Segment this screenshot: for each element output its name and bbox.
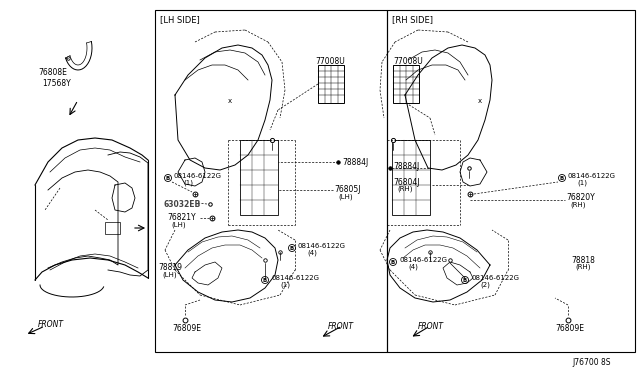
Text: 76809E: 76809E: [555, 324, 584, 333]
Text: B: B: [290, 246, 294, 250]
Text: B: B: [263, 278, 267, 282]
Text: 08146-6122G: 08146-6122G: [271, 275, 319, 281]
Text: 78884J: 78884J: [393, 162, 419, 171]
Bar: [105, 222, 120, 234]
Bar: [240, 140, 278, 215]
Text: FRONT: FRONT: [418, 322, 444, 331]
Text: 76820Y: 76820Y: [566, 193, 595, 202]
Text: (LH): (LH): [162, 271, 177, 278]
Text: 78884J: 78884J: [342, 158, 368, 167]
Bar: [387, 10, 635, 352]
Text: B: B: [560, 176, 564, 180]
Text: (4): (4): [307, 250, 317, 257]
Text: (4): (4): [408, 264, 418, 270]
Text: 76809E: 76809E: [172, 324, 201, 333]
Bar: [392, 140, 430, 215]
Text: (RH): (RH): [397, 186, 413, 192]
Text: 76808E: 76808E: [38, 68, 67, 77]
Text: 76821Y: 76821Y: [167, 213, 196, 222]
Bar: [155, 10, 387, 352]
Text: B: B: [391, 260, 395, 264]
Bar: [318, 65, 344, 103]
Text: 76804J: 76804J: [393, 178, 419, 187]
Text: x: x: [478, 98, 482, 104]
Text: (LH): (LH): [338, 193, 353, 199]
Text: 77008U: 77008U: [315, 57, 345, 66]
Text: (RH): (RH): [570, 201, 586, 208]
Text: x: x: [228, 98, 232, 104]
Text: 17568Y: 17568Y: [42, 79, 71, 88]
Text: [LH SIDE]: [LH SIDE]: [160, 15, 200, 24]
Text: (RH): (RH): [575, 264, 591, 270]
Text: 08146-6122G: 08146-6122G: [471, 275, 519, 281]
Text: 08146-6122G: 08146-6122G: [298, 243, 346, 249]
Text: 08146-6122G: 08146-6122G: [174, 173, 222, 179]
Text: 76805J: 76805J: [334, 185, 360, 194]
Text: (1): (1): [577, 180, 587, 186]
Text: FRONT: FRONT: [328, 322, 354, 331]
Text: 08146-6122G: 08146-6122G: [399, 257, 447, 263]
Text: FRONT: FRONT: [38, 320, 64, 329]
Text: (LH): (LH): [171, 221, 186, 228]
Text: B: B: [166, 176, 170, 180]
Text: 78818: 78818: [571, 256, 595, 265]
Text: J76700 8S: J76700 8S: [572, 358, 611, 367]
Text: B: B: [463, 278, 467, 282]
Text: (1): (1): [280, 282, 290, 289]
Text: 08146-6122G: 08146-6122G: [568, 173, 616, 179]
Text: 78819: 78819: [158, 263, 182, 272]
Text: (2): (2): [480, 282, 490, 289]
Bar: [393, 65, 419, 103]
Text: (1): (1): [183, 180, 193, 186]
Text: 77008U: 77008U: [393, 57, 423, 66]
Text: 63032EB: 63032EB: [163, 200, 200, 209]
Text: [RH SIDE]: [RH SIDE]: [392, 15, 433, 24]
